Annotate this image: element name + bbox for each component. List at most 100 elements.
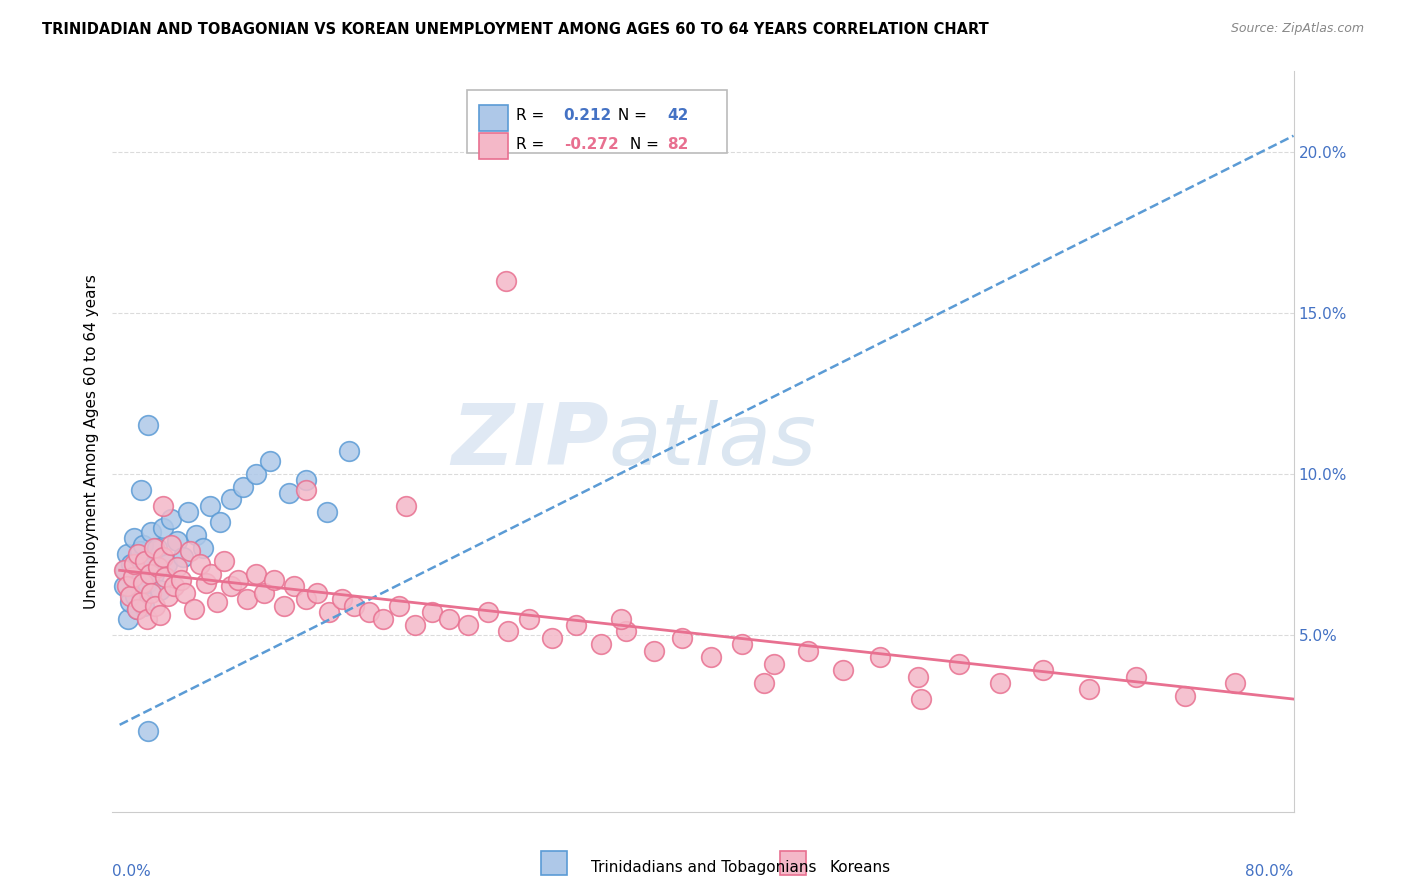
Point — [118, 595, 141, 609]
Point — [263, 573, 285, 587]
Point — [404, 618, 426, 632]
Point — [205, 595, 228, 609]
Point — [134, 560, 156, 574]
Point — [294, 592, 316, 607]
FancyBboxPatch shape — [478, 133, 508, 159]
Point — [183, 602, 205, 616]
Point — [129, 586, 152, 600]
Point — [177, 505, 200, 519]
Point — [184, 528, 207, 542]
Point — [221, 492, 243, 507]
Text: 82: 82 — [668, 136, 689, 152]
Point — [700, 650, 723, 665]
Point — [127, 547, 149, 561]
Point — [200, 566, 222, 581]
Point — [910, 692, 932, 706]
Point — [129, 595, 152, 609]
Point — [589, 637, 612, 651]
Bar — [541, 851, 567, 875]
Point — [166, 534, 188, 549]
Point — [307, 586, 329, 600]
Point — [115, 547, 138, 561]
Point — [294, 473, 316, 487]
Point — [907, 669, 929, 683]
Text: Koreans: Koreans — [830, 860, 890, 874]
Point — [208, 515, 231, 529]
Point — [762, 657, 785, 671]
Point — [135, 576, 157, 591]
Point — [131, 576, 153, 591]
Point — [395, 499, 418, 513]
Point — [273, 599, 295, 613]
Point — [139, 524, 162, 539]
Point — [477, 605, 499, 619]
Point — [160, 537, 183, 551]
Point — [145, 599, 167, 613]
Text: N =: N = — [613, 109, 652, 123]
Point — [330, 592, 353, 607]
Point — [160, 512, 183, 526]
Point — [170, 573, 193, 587]
Text: atlas: atlas — [609, 400, 817, 483]
Point — [496, 624, 519, 639]
Point — [149, 582, 172, 597]
Point — [517, 611, 540, 625]
Point — [283, 579, 305, 593]
Point — [671, 631, 693, 645]
Point — [752, 676, 775, 690]
Point — [457, 618, 479, 632]
Point — [1077, 682, 1099, 697]
Point — [495, 274, 517, 288]
Point — [125, 602, 148, 616]
Point — [146, 541, 169, 555]
Point — [143, 566, 166, 581]
Point — [1125, 669, 1147, 683]
Text: 0.0%: 0.0% — [112, 863, 152, 879]
Point — [138, 566, 160, 581]
Point — [152, 550, 174, 565]
Point — [152, 499, 174, 513]
Point — [191, 541, 214, 555]
Point — [343, 599, 366, 613]
Point — [148, 560, 170, 574]
Point — [437, 611, 460, 625]
Point — [541, 631, 564, 645]
Point — [198, 499, 221, 513]
Point — [136, 724, 159, 739]
Point — [127, 554, 149, 568]
Point — [245, 566, 267, 581]
Point — [122, 557, 145, 571]
Point — [869, 650, 891, 665]
Point — [643, 644, 665, 658]
Point — [120, 557, 142, 571]
Point — [731, 637, 754, 651]
Point — [172, 550, 194, 565]
Point — [156, 557, 179, 571]
Point — [112, 579, 135, 593]
Point — [114, 563, 136, 577]
Text: 80.0%: 80.0% — [1246, 863, 1294, 879]
Point — [797, 644, 820, 658]
Point — [139, 586, 162, 600]
Point — [166, 560, 188, 574]
Point — [616, 624, 638, 639]
Point — [318, 605, 340, 619]
Point — [132, 599, 155, 613]
Point — [316, 505, 339, 519]
Text: N =: N = — [626, 136, 664, 152]
Point — [337, 444, 360, 458]
Point — [253, 586, 276, 600]
Point — [388, 599, 411, 613]
Point — [988, 676, 1011, 690]
Text: 42: 42 — [668, 109, 689, 123]
FancyBboxPatch shape — [478, 104, 508, 130]
Point — [1174, 689, 1197, 703]
Point — [259, 454, 281, 468]
Point — [136, 418, 159, 433]
Point — [125, 602, 148, 616]
Point — [831, 663, 853, 677]
Point — [134, 554, 156, 568]
Point — [1032, 663, 1054, 677]
Point — [228, 573, 250, 587]
Point — [163, 579, 186, 593]
